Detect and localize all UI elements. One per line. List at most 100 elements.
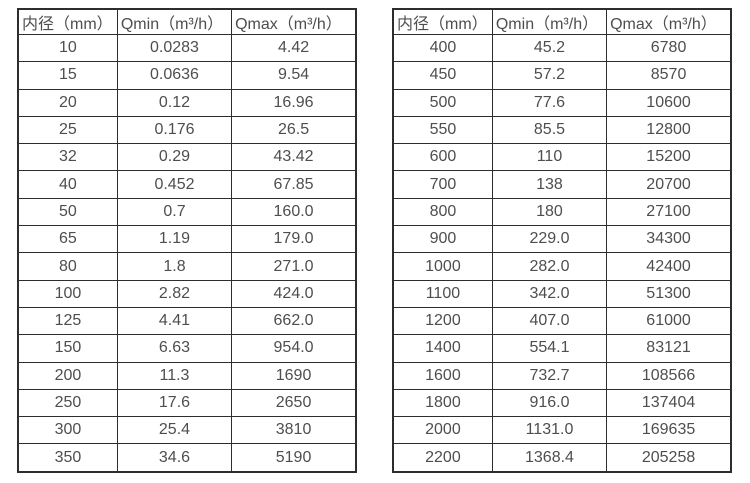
table-row: 800 180 27100 [392,197,732,227]
qmin-cell: 110 [491,143,608,172]
qmin-cell: 0.0636 [116,61,233,90]
qmin-cell: 407.0 [491,306,608,336]
diameter-cell: 1200 [392,306,493,336]
qmax-cell: 8570 [606,61,732,90]
qmax-column-header: Qmax（m³/h） [606,8,732,35]
table-row: 125 4.41 662.0 [17,306,357,336]
qmin-cell: 0.452 [116,170,233,199]
qmax-cell: 20700 [606,170,732,199]
table-row: 200 11.3 1690 [17,361,357,390]
flow-spec-table-small-diameters: 内径（mm） Qmin（m³/h） Qmax（m³/h） 10 0.0283 4.42 15… [17,8,357,473]
diameter-cell: 2000 [392,416,493,445]
qmax-cell: 61000 [606,306,732,336]
diameter-cell: 20 [17,88,118,117]
qmax-cell: 15200 [606,143,732,172]
table-row: 2200 1368.4 205258 [392,443,732,473]
diameter-cell: 15 [17,61,118,90]
table-row: 150 6.63 954.0 [17,334,357,363]
table-row: 600 110 15200 [392,143,732,172]
diameter-cell: 700 [392,170,493,199]
qmax-cell: 51300 [606,279,732,308]
qmax-cell: 6780 [606,33,732,63]
qmax-cell: 12800 [606,115,732,145]
table-row: 25 0.176 26.5 [17,115,357,145]
qmin-cell: 77.6 [491,88,608,117]
diameter-cell: 150 [17,334,118,363]
table-row: 80 1.8 271.0 [17,252,357,281]
diameter-cell: 300 [17,416,118,445]
qmin-cell: 1131.0 [491,416,608,445]
header-row: 内径（mm） Qmin（m³/h） Qmax（m³/h） [17,8,357,35]
qmax-cell: 1690 [231,361,357,390]
qmin-cell: 554.1 [491,334,608,363]
qmin-cell: 1.19 [116,225,233,254]
qmax-cell: 9.54 [231,61,357,90]
diameter-cell: 2200 [392,443,493,473]
qmax-cell: 42400 [606,252,732,281]
diameter-cell: 50 [17,197,118,227]
qmin-cell: 342.0 [491,279,608,308]
qmax-cell: 10600 [606,88,732,117]
diameter-cell: 10 [17,33,118,63]
table-row: 100 2.82 424.0 [17,279,357,308]
table-row: 1100 342.0 51300 [392,279,732,308]
diameter-cell: 40 [17,170,118,199]
diameter-cell: 400 [392,33,493,63]
qmax-cell: 424.0 [231,279,357,308]
table-row: 400 45.2 6780 [392,33,732,63]
qmax-cell: 67.85 [231,170,357,199]
diameter-cell: 1800 [392,388,493,418]
qmax-column-header: Qmax（m³/h） [231,8,357,35]
qmax-cell: 4.42 [231,33,357,63]
qmin-column-header: Qmin（m³/h） [491,8,608,35]
qmin-cell: 732.7 [491,361,608,390]
diameter-cell: 600 [392,143,493,172]
qmax-cell: 954.0 [231,334,357,363]
qmin-cell: 138 [491,170,608,199]
qmax-cell: 3810 [231,416,357,445]
table-row: 900 229.0 34300 [392,225,732,254]
qmin-cell: 282.0 [491,252,608,281]
qmin-cell: 229.0 [491,225,608,254]
flow-table-dn10-350: 内径（mm） Qmin（m³/h） Qmax（m³/h） 10 0.0283 4.42 15… [17,8,357,473]
table-row: 15 0.0636 9.54 [17,61,357,90]
qmax-cell: 83121 [606,334,732,363]
flow-spec-table-large-diameters: 内径（mm） Qmin（m³/h） Qmax（m³/h） 400 45.2 6780 450… [392,8,732,473]
qmin-cell: 0.0283 [116,33,233,63]
qmax-cell: 160.0 [231,197,357,227]
table-row: 700 138 20700 [392,170,732,199]
qmax-cell: 205258 [606,443,732,473]
diameter-cell: 1600 [392,361,493,390]
table-row: 350 34.6 5190 [17,443,357,473]
table-row: 10 0.0283 4.42 [17,33,357,63]
qmin-cell: 11.3 [116,361,233,390]
diameter-cell: 1000 [392,252,493,281]
qmax-cell: 179.0 [231,225,357,254]
qmin-cell: 0.7 [116,197,233,227]
diameter-cell: 800 [392,197,493,227]
diameter-cell: 1400 [392,334,493,363]
qmax-cell: 137404 [606,388,732,418]
table-row: 40 0.452 67.85 [17,170,357,199]
qmin-cell: 85.5 [491,115,608,145]
qmin-cell: 17.6 [116,388,233,418]
header-row: 内径（mm） Qmin（m³/h） Qmax（m³/h） [392,8,732,35]
qmax-cell: 27100 [606,197,732,227]
qmin-cell: 1368.4 [491,443,608,473]
table-row: 300 25.4 3810 [17,416,357,445]
diameter-cell: 200 [17,361,118,390]
flow-table-dn400-2200: 内径（mm） Qmin（m³/h） Qmax（m³/h） 400 45.2 6780 450… [392,8,732,473]
diameter-cell: 900 [392,225,493,254]
qmin-cell: 1.8 [116,252,233,281]
qmax-cell: 16.96 [231,88,357,117]
table-row: 1600 732.7 108566 [392,361,732,390]
diameter-cell: 550 [392,115,493,145]
qmax-cell: 5190 [231,443,357,473]
table-row: 1400 554.1 83121 [392,334,732,363]
table-row: 2000 1131.0 169635 [392,416,732,445]
qmin-cell: 0.12 [116,88,233,117]
qmin-cell: 0.176 [116,115,233,145]
qmax-cell: 34300 [606,225,732,254]
qmin-cell: 916.0 [491,388,608,418]
